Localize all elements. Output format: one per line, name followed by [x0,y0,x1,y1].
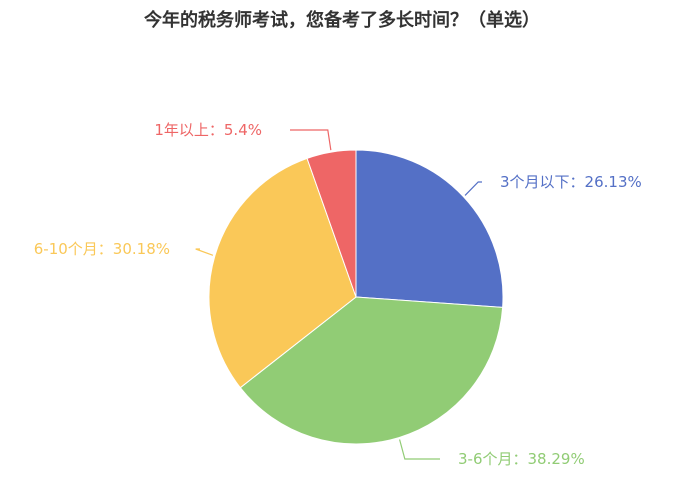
slice-label: 3个月以下：26.13% [500,173,642,191]
leader-line [399,439,440,460]
label-leader-lines [195,129,482,460]
slice-label: 1年以上：5.4% [154,121,262,139]
pie-slice[interactable] [355,149,504,308]
pie-slices [208,149,504,445]
slice-labels: 3个月以下：26.13% 3-6个月：38.29% 6-10个月：30.18% 1年以… [34,121,642,468]
slice-label: 3-6个月：38.29% [458,450,585,468]
pie-slice[interactable] [306,149,357,298]
leader-line [464,181,482,196]
leader-line [290,129,332,151]
leader-line [195,248,214,256]
chart-title: 今年的税务师考试，您备考了多长时间？（单选） [144,10,540,31]
pie-slice[interactable] [208,157,357,389]
slice-label: 6-10个月：30.18% [34,240,170,258]
pie-slice[interactable] [239,296,504,445]
